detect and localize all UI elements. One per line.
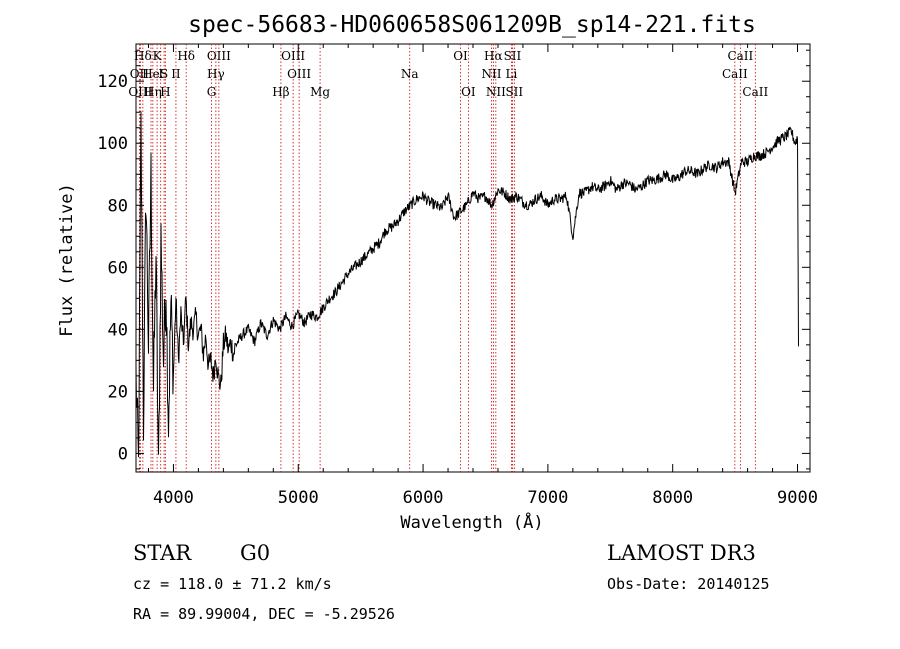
y-tick-label: 40 (108, 320, 128, 340)
spectral-line-label: Hβ (272, 85, 289, 99)
spectral-line-label: H (160, 85, 170, 99)
object-class: STAR (133, 541, 192, 565)
x-tick-label: 5000 (278, 488, 319, 508)
x-tick-label: 6000 (403, 488, 444, 508)
spectral-line-markers (138, 44, 756, 472)
x-axis-label: Wavelength (Å) (400, 511, 543, 533)
x-axis-ticks: 4000 5000 6000 7000 8000 9000 (147, 44, 818, 508)
y-tick-label: 120 (97, 72, 128, 92)
spectral-line-label: CaII (742, 85, 768, 99)
spectral-line-label: OIII (207, 49, 231, 63)
spectral-line-label: Hδ (134, 49, 152, 63)
spectral-line-label: He (142, 67, 160, 81)
x-tick-label: 7000 (527, 488, 568, 508)
spectral-line-label: II (171, 67, 181, 81)
spectral-line-label: SII (504, 49, 522, 63)
x-tick-label: 9000 (777, 488, 818, 508)
spectral-line-label: Hγ (207, 67, 225, 81)
y-tick-label: 60 (108, 258, 128, 278)
spectral-line-label: OIII (287, 67, 311, 81)
spectral-line-label: OIII (281, 49, 305, 63)
y-tick-label: 0 (118, 444, 128, 464)
spectral-line-label: CaII (722, 67, 748, 81)
chart-title: spec-56683-HD060658S061209B_sp14-221.fit… (188, 12, 756, 38)
spectral-line-label: Li (506, 67, 518, 81)
coordinates: RA = 89.99004, DEC = -5.29526 (133, 605, 395, 623)
spectral-line-label: OI (461, 85, 476, 99)
spectral-line-label: G (207, 85, 217, 99)
plot-frame (135, 43, 811, 473)
observation-date: Obs-Date: 20140125 (607, 575, 770, 593)
spectral-line-label: NII (486, 85, 506, 99)
spectral-line-label: CaII (727, 49, 753, 63)
redshift-velocity: cz = 118.0 ± 71.2 km/s (133, 575, 332, 593)
spectral-line-label: OIII (128, 85, 152, 99)
spectral-line-label: S (160, 67, 168, 81)
y-tick-label: 100 (97, 134, 128, 154)
spectral-line-label: OII (130, 67, 150, 81)
x-tick-label: 4000 (153, 488, 194, 508)
spectral-line-label: I (158, 67, 163, 81)
y-axis-label: Flux (relative) (57, 183, 77, 337)
y-tick-label: 20 (108, 382, 128, 402)
y-axis-ticks: 0 20 40 60 80 100 120 (97, 49, 810, 470)
spectral-line-label: Hα (484, 49, 503, 63)
spectral-line-label: OI (453, 49, 468, 63)
spectral-line-label: NII (481, 67, 501, 81)
spectral-line-label: Na (401, 67, 419, 81)
y-tick-label: 80 (108, 196, 128, 216)
survey-name: LAMOST DR3 (607, 541, 756, 565)
spectral-line-label: K (153, 49, 163, 63)
spectral-line-label: Hη (144, 85, 162, 99)
spectral-line-label: Mg (310, 85, 330, 99)
x-tick-label: 8000 (652, 488, 693, 508)
spectral-line-label: Hδ (177, 49, 195, 63)
spectral-line-label: SII (505, 85, 523, 99)
object-subclass: G0 (240, 541, 270, 565)
flux-series-line (135, 111, 799, 458)
